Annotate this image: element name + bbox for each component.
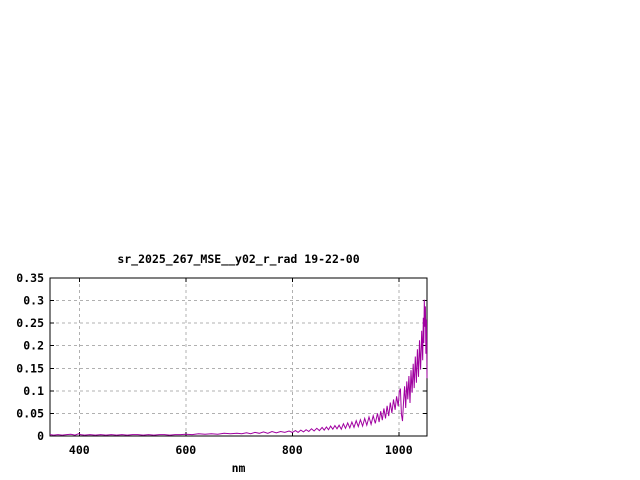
spectrum-data-line — [49, 299, 428, 436]
x-tick-label: 600 — [175, 443, 196, 457]
y-tick-label: 0 — [37, 429, 44, 443]
y-tick-label: 0.1 — [23, 384, 44, 398]
chart-title: sr_2025_267_MSE__y02_r_rad 19-22-00 — [117, 252, 360, 266]
y-tick-label: 0.25 — [16, 316, 44, 330]
x-tick-label: 800 — [282, 443, 303, 457]
y-tick-label: 0.35 — [16, 271, 44, 285]
x-axis-label: nm — [231, 461, 246, 475]
y-tick-label: 0.05 — [16, 406, 44, 420]
y-tick-label: 0.2 — [23, 339, 44, 353]
plot-border — [49, 277, 428, 437]
x-tick-label: 400 — [69, 443, 90, 457]
y-tick-label: 0.15 — [16, 361, 44, 375]
x-tick-label: 1000 — [385, 443, 413, 457]
y-tick-label: 0.3 — [23, 294, 44, 308]
